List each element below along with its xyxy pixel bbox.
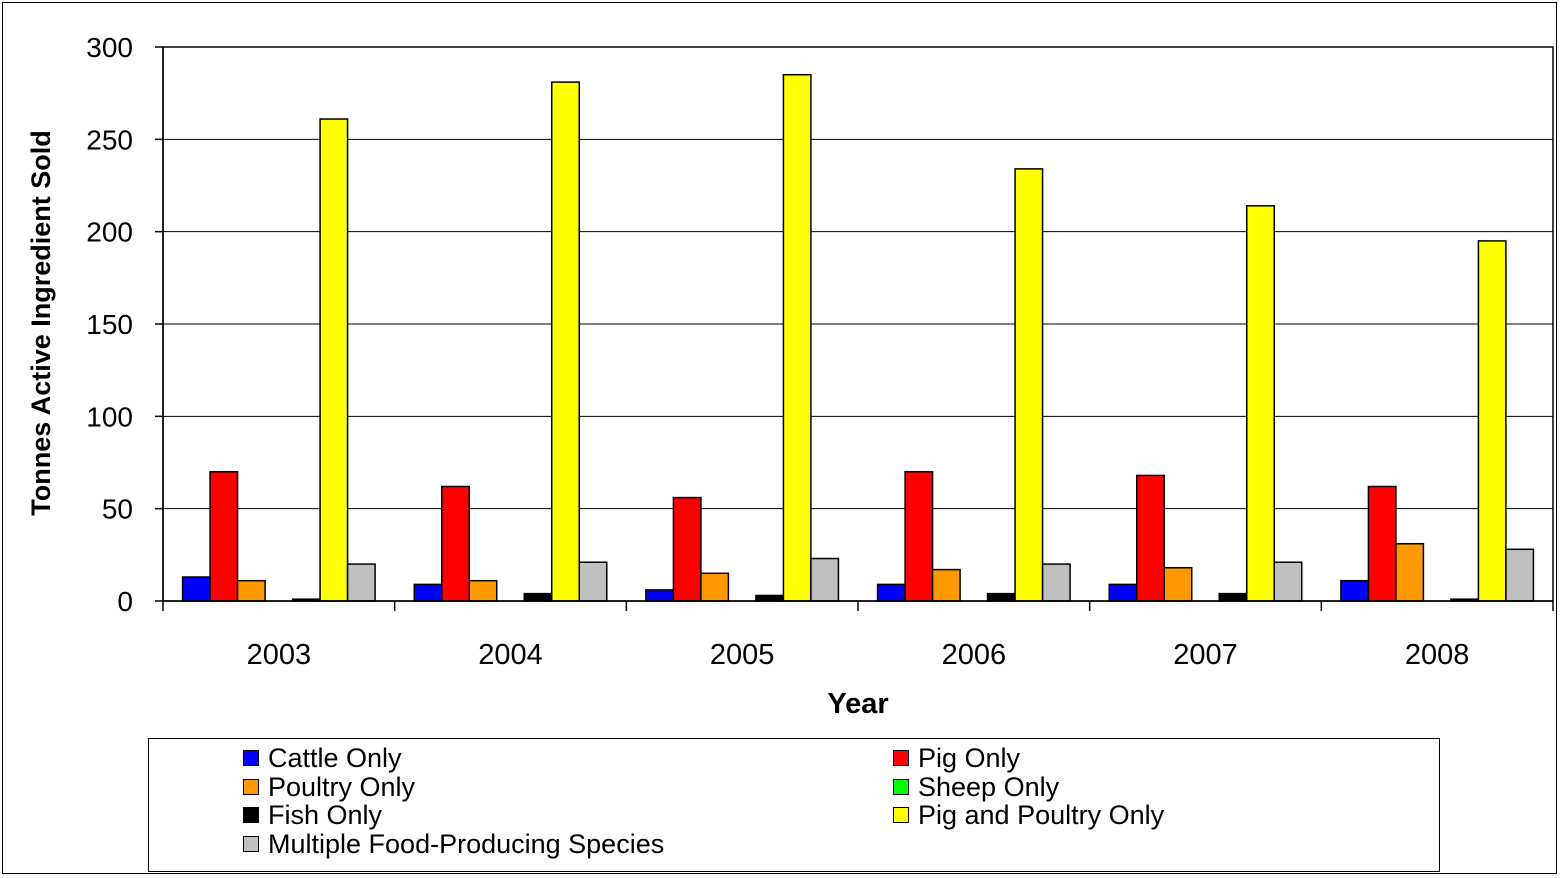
x-tick-label: 2008 (1405, 639, 1470, 671)
legend-swatch (243, 750, 259, 766)
legend-swatch (243, 835, 259, 852)
bar-cattle-only-2008 (1340, 579, 1370, 602)
bar-fish-only-2007 (1218, 592, 1248, 602)
bar-pig-and-poultry-only-2004 (551, 81, 580, 602)
legend-label: Pig and Poultry Only (918, 800, 1165, 830)
legend-label: Pig Only (918, 743, 1021, 773)
y-tick-label: 0 (117, 586, 133, 617)
legend: Cattle Only Pig Only Poultry Only Sheep Onl… (148, 738, 1440, 872)
bar-pig-and-poultry-only-2003 (319, 118, 349, 602)
bar-multiple-food-producing-species-2005 (810, 557, 840, 602)
y-tick-label: 300 (86, 32, 133, 63)
x-axis-title: Year (827, 688, 888, 720)
legend-swatch (243, 807, 259, 823)
bar-poultry-only-2008 (1395, 543, 1425, 602)
bar-poultry-only-2005 (700, 572, 730, 602)
bar-cattle-only-2006 (876, 583, 906, 602)
bar-pig-and-poultry-only-2006 (1014, 168, 1044, 602)
legend-swatch (243, 778, 259, 795)
legend-label: Fish Only (268, 800, 383, 830)
bar-poultry-only-2007 (1163, 567, 1193, 602)
x-tick-label: 2003 (247, 639, 312, 671)
legend-item-poultry-only: Poultry Only (243, 773, 415, 801)
bar-poultry-only-2004 (468, 579, 498, 602)
legend-label: Poultry Only (268, 771, 416, 802)
bar-poultry-only-2003 (236, 579, 266, 602)
bar-poultry-only-2006 (931, 568, 961, 602)
x-tick-label: 2005 (710, 639, 775, 671)
bar-pig-and-poultry-only-2005 (782, 73, 812, 602)
bar-fish-only-2006 (986, 592, 1016, 602)
x-tick-label: 2006 (942, 639, 1007, 671)
y-tick-label: 200 (86, 217, 133, 248)
legend-item-multiple-food-producing-species: Multiple Food-Producing Species (243, 830, 664, 858)
bar-fish-only-2004 (523, 592, 553, 602)
bar-pig-only-2007 (1136, 474, 1165, 602)
bar-multiple-food-producing-species-2006 (1041, 563, 1071, 602)
bar-pig-only-2008 (1367, 485, 1397, 602)
bar-multiple-food-producing-species-2008 (1505, 548, 1535, 602)
bar-pig-and-poultry-only-2008 (1477, 240, 1507, 602)
legend-label: Sheep Only (918, 771, 1060, 802)
legend-item-cattle-only: Cattle Only (243, 744, 402, 772)
legend-label: Multiple Food-Producing Species (268, 828, 665, 859)
bar-multiple-food-producing-species-2007 (1273, 561, 1303, 602)
legend-swatch (893, 807, 909, 823)
bar-cattle-only-2005 (645, 589, 675, 602)
bar-pig-and-poultry-only-2007 (1246, 205, 1275, 602)
y-tick-label: 250 (86, 124, 133, 155)
y-tick-label: 100 (86, 401, 133, 432)
y-axis-title: Tonnes Active Ingredient Sold (26, 130, 56, 516)
legend-item-pig-only: Pig Only (893, 744, 1020, 772)
bar-multiple-food-producing-species-2003 (346, 563, 376, 602)
bar-pig-only-2005 (672, 496, 702, 602)
legend-item-fish-only: Fish Only (243, 801, 382, 829)
legend-swatch (893, 778, 909, 795)
x-tick-label: 2004 (478, 639, 543, 671)
bar-multiple-food-producing-species-2004 (578, 561, 608, 602)
y-tick-label: 50 (102, 494, 133, 525)
x-tick-label: 2007 (1173, 639, 1238, 671)
y-tick-label: 150 (86, 309, 133, 340)
bar-pig-only-2004 (441, 485, 470, 602)
bar-pig-only-2006 (904, 470, 934, 602)
bar-cattle-only-2004 (413, 583, 443, 602)
legend-swatch (893, 750, 909, 766)
legend-label: Cattle Only (268, 743, 402, 773)
bar-fish-only-2005 (755, 594, 785, 602)
bar-cattle-only-2007 (1108, 583, 1138, 602)
bar-pig-only-2003 (209, 470, 239, 602)
legend-item-pig-and-poultry-only: Pig and Poultry Only (893, 801, 1164, 829)
legend-item-sheep-only: Sheep Only (893, 773, 1059, 801)
bar-cattle-only-2003 (181, 576, 211, 602)
